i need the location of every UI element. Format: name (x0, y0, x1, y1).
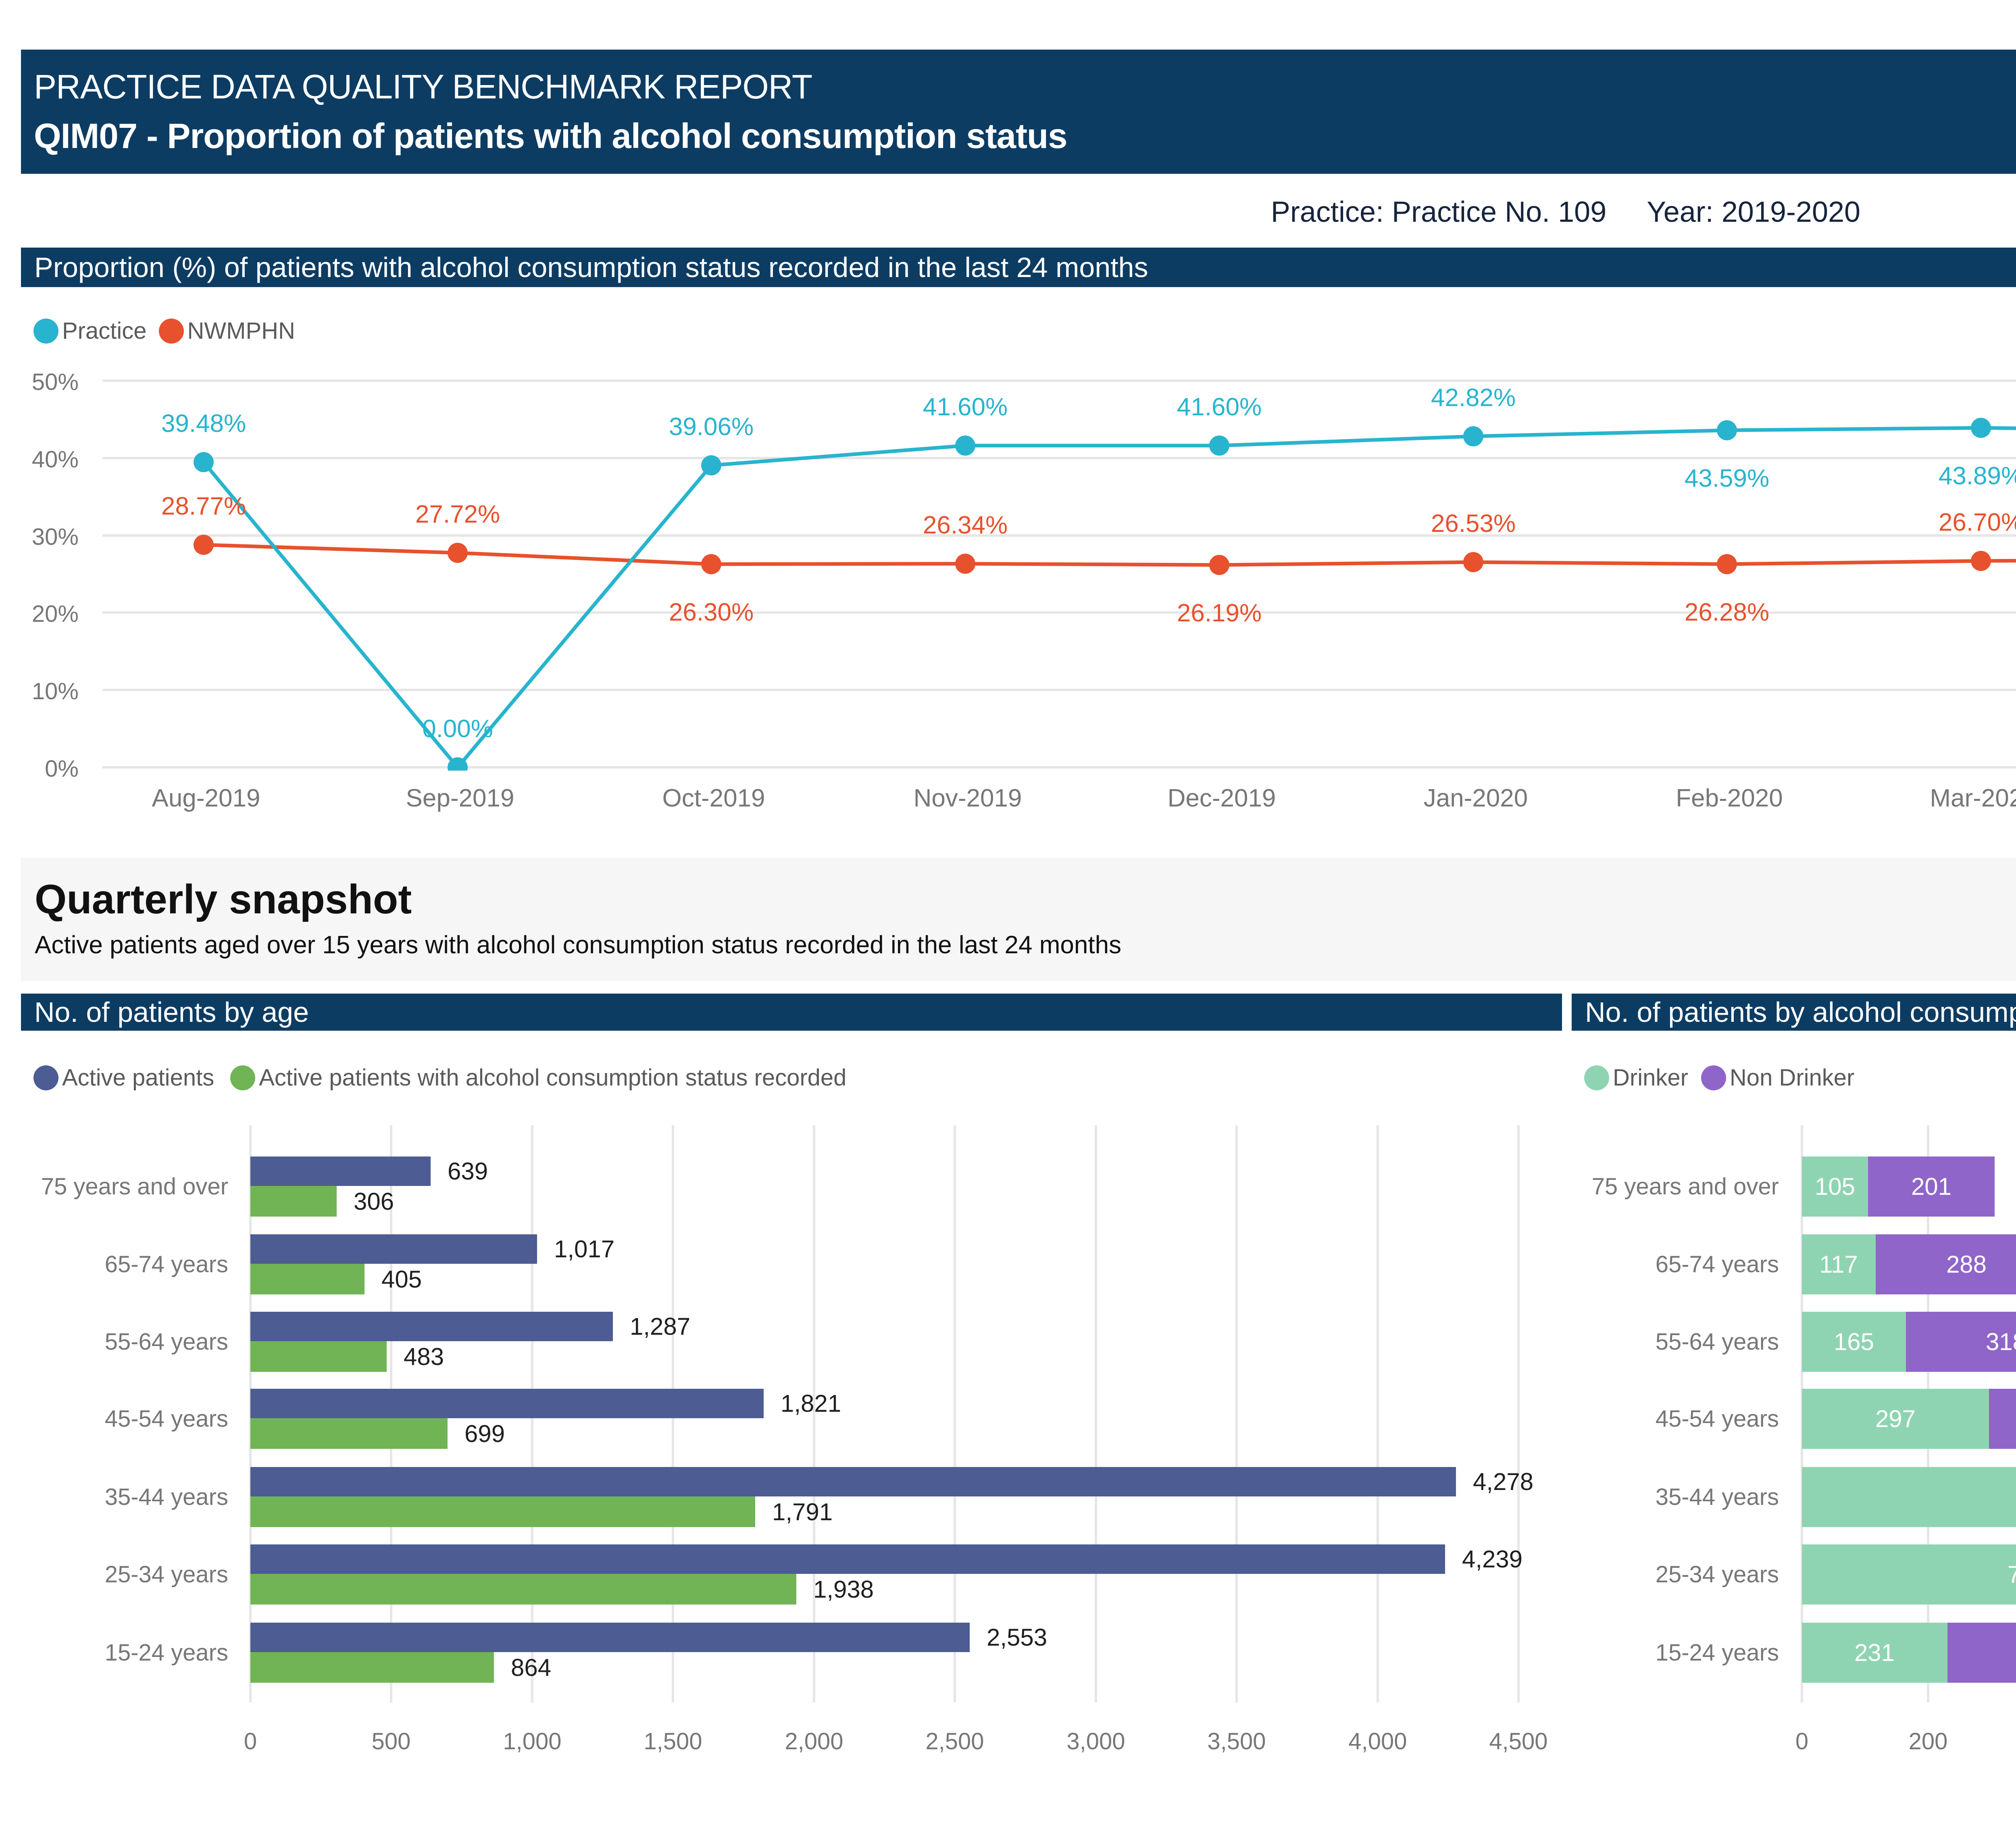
svg-text:20%: 20% (32, 601, 79, 627)
svg-text:26.70%: 26.70% (1939, 508, 2016, 536)
svg-text:Feb-2020: Feb-2020 (1676, 784, 1783, 812)
svg-text:42.82%: 42.82% (1431, 384, 1516, 412)
svg-text:26.30%: 26.30% (669, 598, 754, 626)
svg-text:1,000: 1,000 (503, 1728, 561, 1755)
svg-text:2,553: 2,553 (987, 1624, 1047, 1651)
svg-text:4,278: 4,278 (1473, 1468, 1533, 1495)
svg-text:55-64 years: 55-64 years (1656, 1329, 1779, 1355)
svg-text:15-24 years: 15-24 years (105, 1640, 228, 1666)
svg-text:75 years and over: 75 years and over (1592, 1173, 1779, 1200)
svg-text:4,000: 4,000 (1348, 1728, 1407, 1755)
svg-text:25-34 years: 25-34 years (105, 1561, 228, 1588)
svg-text:45-54 years: 45-54 years (105, 1406, 228, 1432)
svg-text:Aug-2019: Aug-2019 (152, 784, 260, 812)
svg-text:Mar-2020: Mar-2020 (1930, 784, 2016, 812)
svg-text:65-74 years: 65-74 years (105, 1251, 228, 1277)
svg-text:1,017: 1,017 (554, 1236, 614, 1263)
svg-text:Nov-2019: Nov-2019 (914, 784, 1022, 812)
svg-text:43.59%: 43.59% (1685, 465, 1769, 492)
svg-text:25-34 years: 25-34 years (1656, 1561, 1779, 1588)
svg-text:200: 200 (1909, 1728, 1948, 1755)
svg-text:2,000: 2,000 (785, 1728, 843, 1755)
svg-text:1,938: 1,938 (813, 1576, 874, 1603)
svg-text:15-24 years: 15-24 years (1656, 1640, 1779, 1666)
svg-text:0%: 0% (45, 756, 79, 782)
svg-text:1,287: 1,287 (630, 1313, 690, 1340)
svg-text:483: 483 (404, 1343, 444, 1370)
svg-text:Jan-2020: Jan-2020 (1424, 784, 1528, 812)
svg-text:1,500: 1,500 (644, 1728, 702, 1755)
svg-text:4,500: 4,500 (1489, 1728, 1547, 1755)
svg-text:3,000: 3,000 (1066, 1728, 1125, 1755)
svg-text:26.19%: 26.19% (1177, 599, 1262, 627)
svg-text:43.89%: 43.89% (1939, 462, 2016, 490)
svg-text:26.28%: 26.28% (1685, 598, 1769, 626)
svg-text:288: 288 (1946, 1251, 1987, 1278)
svg-text:55-64 years: 55-64 years (105, 1329, 228, 1355)
svg-text:0: 0 (1795, 1728, 1808, 1755)
svg-text:41.60%: 41.60% (923, 393, 1008, 421)
svg-text:35-44 years: 35-44 years (105, 1484, 228, 1510)
svg-text:41.60%: 41.60% (1177, 393, 1262, 421)
svg-text:28.77%: 28.77% (161, 492, 246, 520)
svg-text:35-44 years: 35-44 years (1656, 1484, 1779, 1510)
svg-text:Sep-2019: Sep-2019 (406, 784, 514, 812)
svg-text:2,500: 2,500 (925, 1728, 984, 1755)
svg-text:30%: 30% (32, 524, 79, 550)
svg-text:10%: 10% (32, 678, 79, 704)
svg-text:26.53%: 26.53% (1431, 510, 1516, 538)
svg-text:65-74 years: 65-74 years (1656, 1251, 1779, 1277)
svg-text:405: 405 (381, 1266, 422, 1293)
svg-text:306: 306 (354, 1188, 394, 1215)
svg-text:0.00%: 0.00% (422, 715, 493, 743)
svg-text:717: 717 (2008, 1561, 2016, 1588)
svg-text:699: 699 (464, 1420, 505, 1447)
svg-text:3,500: 3,500 (1207, 1728, 1266, 1755)
svg-text:4,239: 4,239 (1462, 1546, 1522, 1573)
svg-text:117: 117 (1819, 1251, 1858, 1278)
svg-text:105: 105 (1815, 1173, 1855, 1200)
svg-text:500: 500 (372, 1728, 411, 1755)
svg-text:1,791: 1,791 (772, 1498, 833, 1525)
svg-text:40%: 40% (32, 446, 79, 473)
svg-text:639: 639 (448, 1158, 488, 1185)
svg-text:50%: 50% (32, 369, 79, 395)
svg-text:27.72%: 27.72% (415, 500, 500, 528)
svg-text:45-54 years: 45-54 years (1656, 1406, 1779, 1432)
svg-text:231: 231 (1854, 1639, 1895, 1666)
svg-text:318: 318 (1986, 1328, 2016, 1355)
svg-text:39.06%: 39.06% (669, 413, 754, 441)
svg-text:165: 165 (1834, 1328, 1874, 1355)
svg-text:39.48%: 39.48% (161, 410, 246, 438)
svg-text:864: 864 (511, 1654, 551, 1681)
svg-text:0: 0 (244, 1728, 257, 1755)
svg-text:Oct-2019: Oct-2019 (662, 784, 765, 812)
svg-text:Dec-2019: Dec-2019 (1168, 784, 1276, 812)
svg-text:297: 297 (1875, 1405, 1916, 1432)
svg-text:1,821: 1,821 (781, 1390, 841, 1417)
svg-text:75 years and over: 75 years and over (41, 1173, 228, 1200)
svg-text:201: 201 (1911, 1173, 1951, 1200)
svg-text:26.34%: 26.34% (923, 511, 1008, 539)
